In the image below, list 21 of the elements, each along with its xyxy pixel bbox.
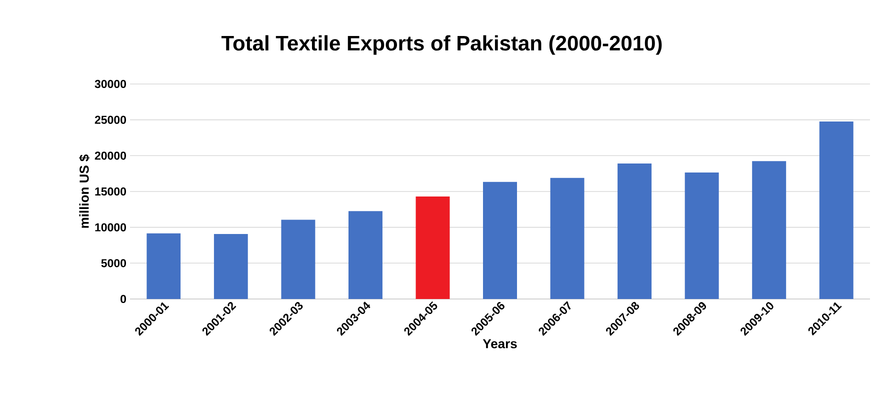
y-tick-label: 15000: [95, 187, 126, 196]
y-tick-label: 25000: [94, 116, 126, 124]
bar: [483, 182, 518, 299]
bar: [146, 233, 181, 299]
bar: [618, 164, 652, 299]
bar: [416, 196, 450, 299]
bar: [819, 122, 854, 299]
bar: [684, 172, 719, 299]
y-tick-label: 10000: [95, 223, 126, 232]
bar: [281, 220, 316, 299]
x-axis-title: Years: [482, 339, 517, 348]
bar: [752, 161, 786, 299]
y-tick-label: 20000: [94, 152, 126, 160]
chart-title: Total Textile Exports of Pakistan (2000-2010): [221, 35, 662, 55]
y-axis-title: million US $: [79, 154, 90, 228]
bar: [550, 178, 584, 299]
y-tick-label: 5000: [101, 259, 126, 268]
y-tick-label: 0: [120, 294, 126, 304]
bar: [348, 211, 382, 299]
y-tick-label: 30000: [94, 80, 126, 88]
bar: [214, 234, 248, 299]
